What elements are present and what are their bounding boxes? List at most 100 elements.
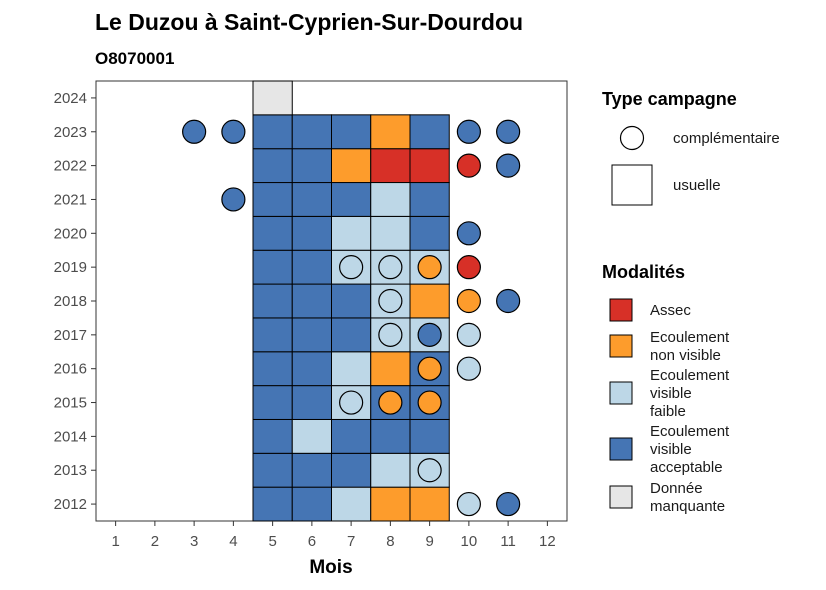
tile-2023-6: [291, 114, 332, 150]
legend-type-campagne: Type campagne complémentaire usuelle: [602, 89, 780, 206]
point-2012-11: [496, 491, 521, 517]
point-2015-9: [417, 390, 442, 415]
point-2019-10: [456, 255, 481, 280]
tile-2015-6: [291, 385, 332, 420]
y-tick-label-2016: 2016: [54, 361, 87, 378]
point-2017-9: [417, 322, 442, 347]
tile-2014-9: [409, 418, 450, 454]
tile-2020-8: [370, 215, 411, 251]
y-axis: 2012 2013 2014 2015 2016 2017 2018 2019 2020 2021…: [54, 90, 96, 513]
tile-2012-8: [370, 486, 411, 522]
legend-label-v-line-1: Ecoulement: [650, 423, 730, 440]
x-tick-label-6: 6: [308, 533, 316, 550]
tile-2012-7: [331, 486, 372, 522]
tile-2014-6: [291, 418, 332, 454]
tile-2018-9: [409, 283, 450, 319]
point-2017-10: [456, 322, 481, 347]
tile-2013-8: [370, 452, 411, 488]
tile-2021-5: [252, 182, 293, 217]
point-2022-10: [456, 153, 481, 178]
legend-swatch-m: [609, 485, 633, 509]
legend-swatch-f: [609, 381, 633, 405]
point-2020-10: [456, 221, 481, 246]
point-2018-10: [456, 288, 481, 314]
y-tick-label-2022: 2022: [54, 158, 87, 175]
point-2022-11: [496, 153, 521, 178]
y-tick-label-2012: 2012: [54, 496, 87, 513]
tile-2013-5: [252, 452, 293, 488]
x-tick-label-3: 3: [190, 533, 198, 550]
point-2013-9: [417, 458, 442, 483]
x-axis: 1 2 3 4 5 6 7 8 9 10 11 12: [111, 521, 556, 550]
legend-label-usuelle: usuelle: [673, 177, 721, 194]
tile-2014-5: [252, 418, 293, 454]
legend-label-a-line-1: Assec: [650, 302, 691, 319]
tile-2023-7: [331, 114, 372, 150]
y-tick-label-2015: 2015: [54, 395, 87, 412]
legend-label-v-line-2: visible: [650, 441, 692, 458]
tile-2012-6: [291, 486, 332, 522]
point-2016-10: [456, 356, 481, 381]
tile-2016-6: [291, 351, 332, 387]
x-axis-title: Mois: [309, 557, 352, 578]
legend-label-nv-line-1: Ecoulement: [650, 329, 730, 346]
tile-2022-5: [252, 148, 293, 184]
tile-2022-6: [291, 148, 332, 184]
tile-2020-5: [252, 215, 293, 251]
y-tick-label-2020: 2020: [54, 225, 87, 242]
legend-label-v-line-3: acceptable: [650, 459, 723, 476]
x-tick-label-7: 7: [347, 533, 355, 550]
point-2015-7: [339, 390, 364, 415]
point-2019-9: [417, 255, 442, 280]
legend-type-title: Type campagne: [602, 89, 737, 109]
tile-2016-8: [370, 351, 411, 387]
y-tick-label-2023: 2023: [54, 124, 87, 141]
tile-2019-5: [252, 249, 293, 285]
tile-2021-6: [291, 182, 332, 217]
tile-2024-5: [252, 80, 293, 116]
y-tick-label-2019: 2019: [54, 259, 87, 276]
legend-label-f-line-3: faible: [650, 403, 686, 420]
legend-label-m-line-1: Donnée: [650, 480, 703, 497]
tile-2017-7: [331, 317, 372, 353]
tile-2016-5: [252, 351, 293, 387]
y-tick-label-2017: 2017: [54, 327, 87, 344]
tile-2015-5: [252, 385, 293, 420]
usuelle-tiles: [252, 80, 450, 522]
y-tick-label-2013: 2013: [54, 462, 87, 479]
point-2015-8: [378, 390, 403, 415]
tile-2020-6: [291, 215, 332, 251]
tile-2017-5: [252, 317, 293, 353]
tile-2023-9: [409, 114, 450, 150]
x-tick-label-11: 11: [500, 533, 516, 550]
y-tick-label-2021: 2021: [54, 191, 87, 208]
point-2023-3: [182, 119, 207, 144]
x-tick-label-9: 9: [425, 533, 433, 550]
tile-2023-8: [370, 114, 411, 150]
y-tick-label-2018: 2018: [54, 293, 87, 310]
tile-2023-5: [252, 114, 293, 150]
point-2017-8: [378, 322, 403, 347]
complementaire-points: [182, 119, 521, 517]
legend-swatch-a: [609, 298, 633, 322]
point-2019-8: [378, 255, 403, 280]
point-2018-8: [378, 288, 403, 314]
tile-2022-9: [409, 148, 450, 184]
legend-swatch-v: [609, 437, 633, 461]
chart-title: Le Duzou à Saint-Cyprien-Sur-Dourdou: [95, 9, 523, 35]
tile-2019-6: [291, 249, 332, 285]
x-tick-label-4: 4: [229, 533, 237, 550]
y-tick-label-2014: 2014: [54, 428, 87, 445]
tile-2021-9: [409, 182, 450, 217]
y-tick-label-2024: 2024: [54, 90, 87, 107]
point-2016-9: [417, 356, 442, 381]
legend-label-complementaire: complémentaire: [673, 130, 780, 147]
legend-key-complementaire: [619, 125, 645, 151]
point-2023-4: [221, 119, 246, 144]
point-2012-10: [456, 491, 481, 517]
legend-swatch-nv: [609, 334, 633, 358]
legend-modalites-title: Modalités: [602, 262, 685, 282]
x-tick-label-12: 12: [539, 533, 556, 550]
